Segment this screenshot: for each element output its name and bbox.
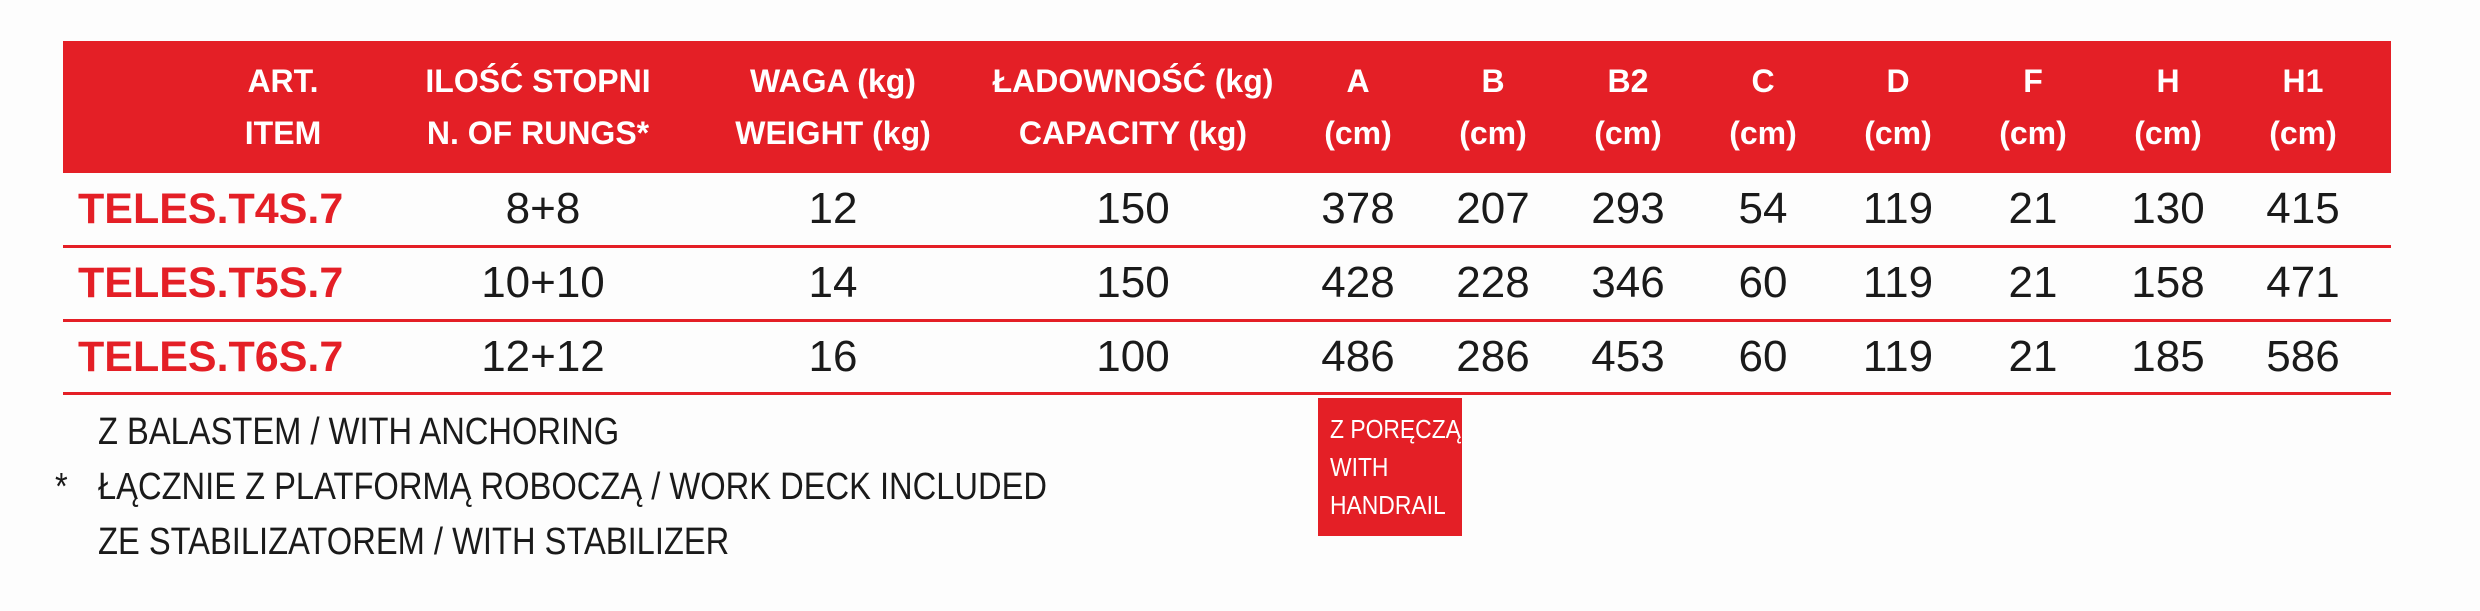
header-label: A [1346, 63, 1370, 99]
row-divider [63, 245, 2391, 248]
header-item: ART. ITEM [143, 41, 423, 173]
header-capacity: ŁADOWNOŚĆ (kg) CAPACITY (kg) [973, 41, 1293, 173]
d-value: 119 [1862, 258, 1934, 307]
b-value: 286 [1456, 332, 1530, 381]
item-code: TELES.T6S.7 [78, 332, 344, 381]
f-value: 21 [2008, 332, 2058, 381]
b2-value: 453 [1591, 332, 1665, 381]
a-value: 428 [1321, 258, 1395, 307]
h1-value: 471 [2266, 258, 2340, 307]
header-d: D (cm) [1838, 41, 1958, 173]
header-label: D [1886, 63, 1910, 99]
header-label: (cm) [2134, 115, 2202, 151]
h1-value: 415 [2266, 184, 2340, 233]
d-value: 119 [1862, 332, 1934, 381]
capacity-value: 150 [1096, 258, 1170, 307]
c-value: 60 [1738, 258, 1788, 307]
capacity-value: 100 [1096, 332, 1170, 381]
header-label: (cm) [1594, 115, 1662, 151]
a-value: 486 [1321, 332, 1395, 381]
item-code: TELES.T5S.7 [78, 258, 344, 307]
header-label: (cm) [1324, 115, 1392, 151]
weight-value: 14 [808, 258, 858, 307]
header-label: WEIGHT (kg) [735, 115, 931, 151]
c-value: 60 [1738, 332, 1788, 381]
d-value: 119 [1862, 184, 1934, 233]
weight-value: 12 [808, 184, 858, 233]
rungs-value: 10+10 [481, 258, 605, 307]
header-h1: H1 (cm) [2243, 41, 2363, 173]
badge-line: WITH [1330, 452, 1389, 482]
header-rungs: ILOŚĆ STOPNI N. OF RUNGS* [393, 41, 683, 173]
rungs-value: 12+12 [481, 332, 605, 381]
table-row: TELES.T5S.7 10+10 14 150 428 228 346 60 … [63, 247, 2391, 319]
header-label: (cm) [2269, 115, 2337, 151]
header-b2: B2 (cm) [1568, 41, 1688, 173]
header-c: C (cm) [1703, 41, 1823, 173]
footnote-text: Z BALASTEM / WITH ANCHORING [98, 411, 620, 453]
header-label: ITEM [244, 115, 322, 151]
header-label: H [2156, 63, 2180, 99]
footnote-line: Z BALASTEM / WITH ANCHORING [55, 405, 1047, 460]
h1-value: 586 [2266, 332, 2340, 381]
footnote-text: ŁĄCZNIE Z PLATFORMĄ ROBOCZĄ / WORK DECK … [98, 466, 1048, 508]
footnote-mark: * [55, 466, 68, 508]
header-label: ART. [247, 63, 319, 99]
row-divider [63, 392, 2391, 395]
capacity-value: 150 [1096, 184, 1170, 233]
b-value: 228 [1456, 258, 1530, 307]
footnotes: Z BALASTEM / WITH ANCHORING * ŁĄCZNIE Z … [55, 405, 1047, 570]
header-label: N. OF RUNGS* [426, 115, 650, 151]
item-code: TELES.T4S.7 [78, 184, 344, 233]
header-label: (cm) [1729, 115, 1797, 151]
c-value: 54 [1738, 184, 1788, 233]
f-value: 21 [2008, 184, 2058, 233]
header-weight: WAGA (kg) WEIGHT (kg) [693, 41, 973, 173]
b-value: 207 [1456, 184, 1530, 233]
footnote-text: ZE STABILIZATOREM / WITH STABILIZER [98, 521, 730, 563]
rungs-value: 8+8 [505, 184, 581, 233]
header-label: F [2023, 63, 2043, 99]
header-label: WAGA (kg) [750, 63, 916, 99]
header-h: H (cm) [2108, 41, 2228, 173]
header-label: (cm) [1999, 115, 2067, 151]
h-value: 185 [2131, 332, 2205, 381]
header-b: B (cm) [1433, 41, 1553, 173]
b2-value: 293 [1591, 184, 1665, 233]
table-row: TELES.T6S.7 12+12 16 100 486 286 453 60 … [63, 321, 2391, 393]
header-a: A (cm) [1298, 41, 1418, 173]
header-f: F (cm) [1973, 41, 2093, 173]
h-value: 158 [2131, 258, 2205, 307]
b2-value: 346 [1591, 258, 1665, 307]
badge-line: Z PORĘCZĄ [1330, 414, 1461, 444]
header-label: CAPACITY (kg) [1018, 115, 1248, 151]
h-value: 130 [2131, 184, 2205, 233]
badge-line: HANDRAIL [1330, 490, 1446, 520]
table-row: TELES.T4S.7 8+8 12 150 378 207 293 54 11… [63, 173, 2391, 245]
f-value: 21 [2008, 258, 2058, 307]
header-label: ŁADOWNOŚĆ (kg) [992, 63, 1274, 99]
handrail-badge: Z PORĘCZĄ WITH HANDRAIL [1318, 398, 1462, 536]
a-value: 378 [1321, 184, 1395, 233]
header-label: (cm) [1864, 115, 1932, 151]
footnote-line: * ŁĄCZNIE Z PLATFORMĄ ROBOCZĄ / WORK DEC… [55, 460, 1047, 515]
header-label: C [1751, 63, 1775, 99]
table-header: ART. ITEM ILOŚĆ STOPNI N. OF RUNGS* WAGA… [63, 41, 2391, 173]
weight-value: 16 [808, 332, 858, 381]
header-label: (cm) [1459, 115, 1527, 151]
footnote-line: ZE STABILIZATOREM / WITH STABILIZER [55, 515, 1047, 570]
header-label: ILOŚĆ STOPNI [425, 63, 651, 99]
header-label: B [1481, 63, 1505, 99]
header-label: H1 [2282, 63, 2324, 99]
row-divider [63, 319, 2391, 322]
header-label: B2 [1607, 63, 1649, 99]
